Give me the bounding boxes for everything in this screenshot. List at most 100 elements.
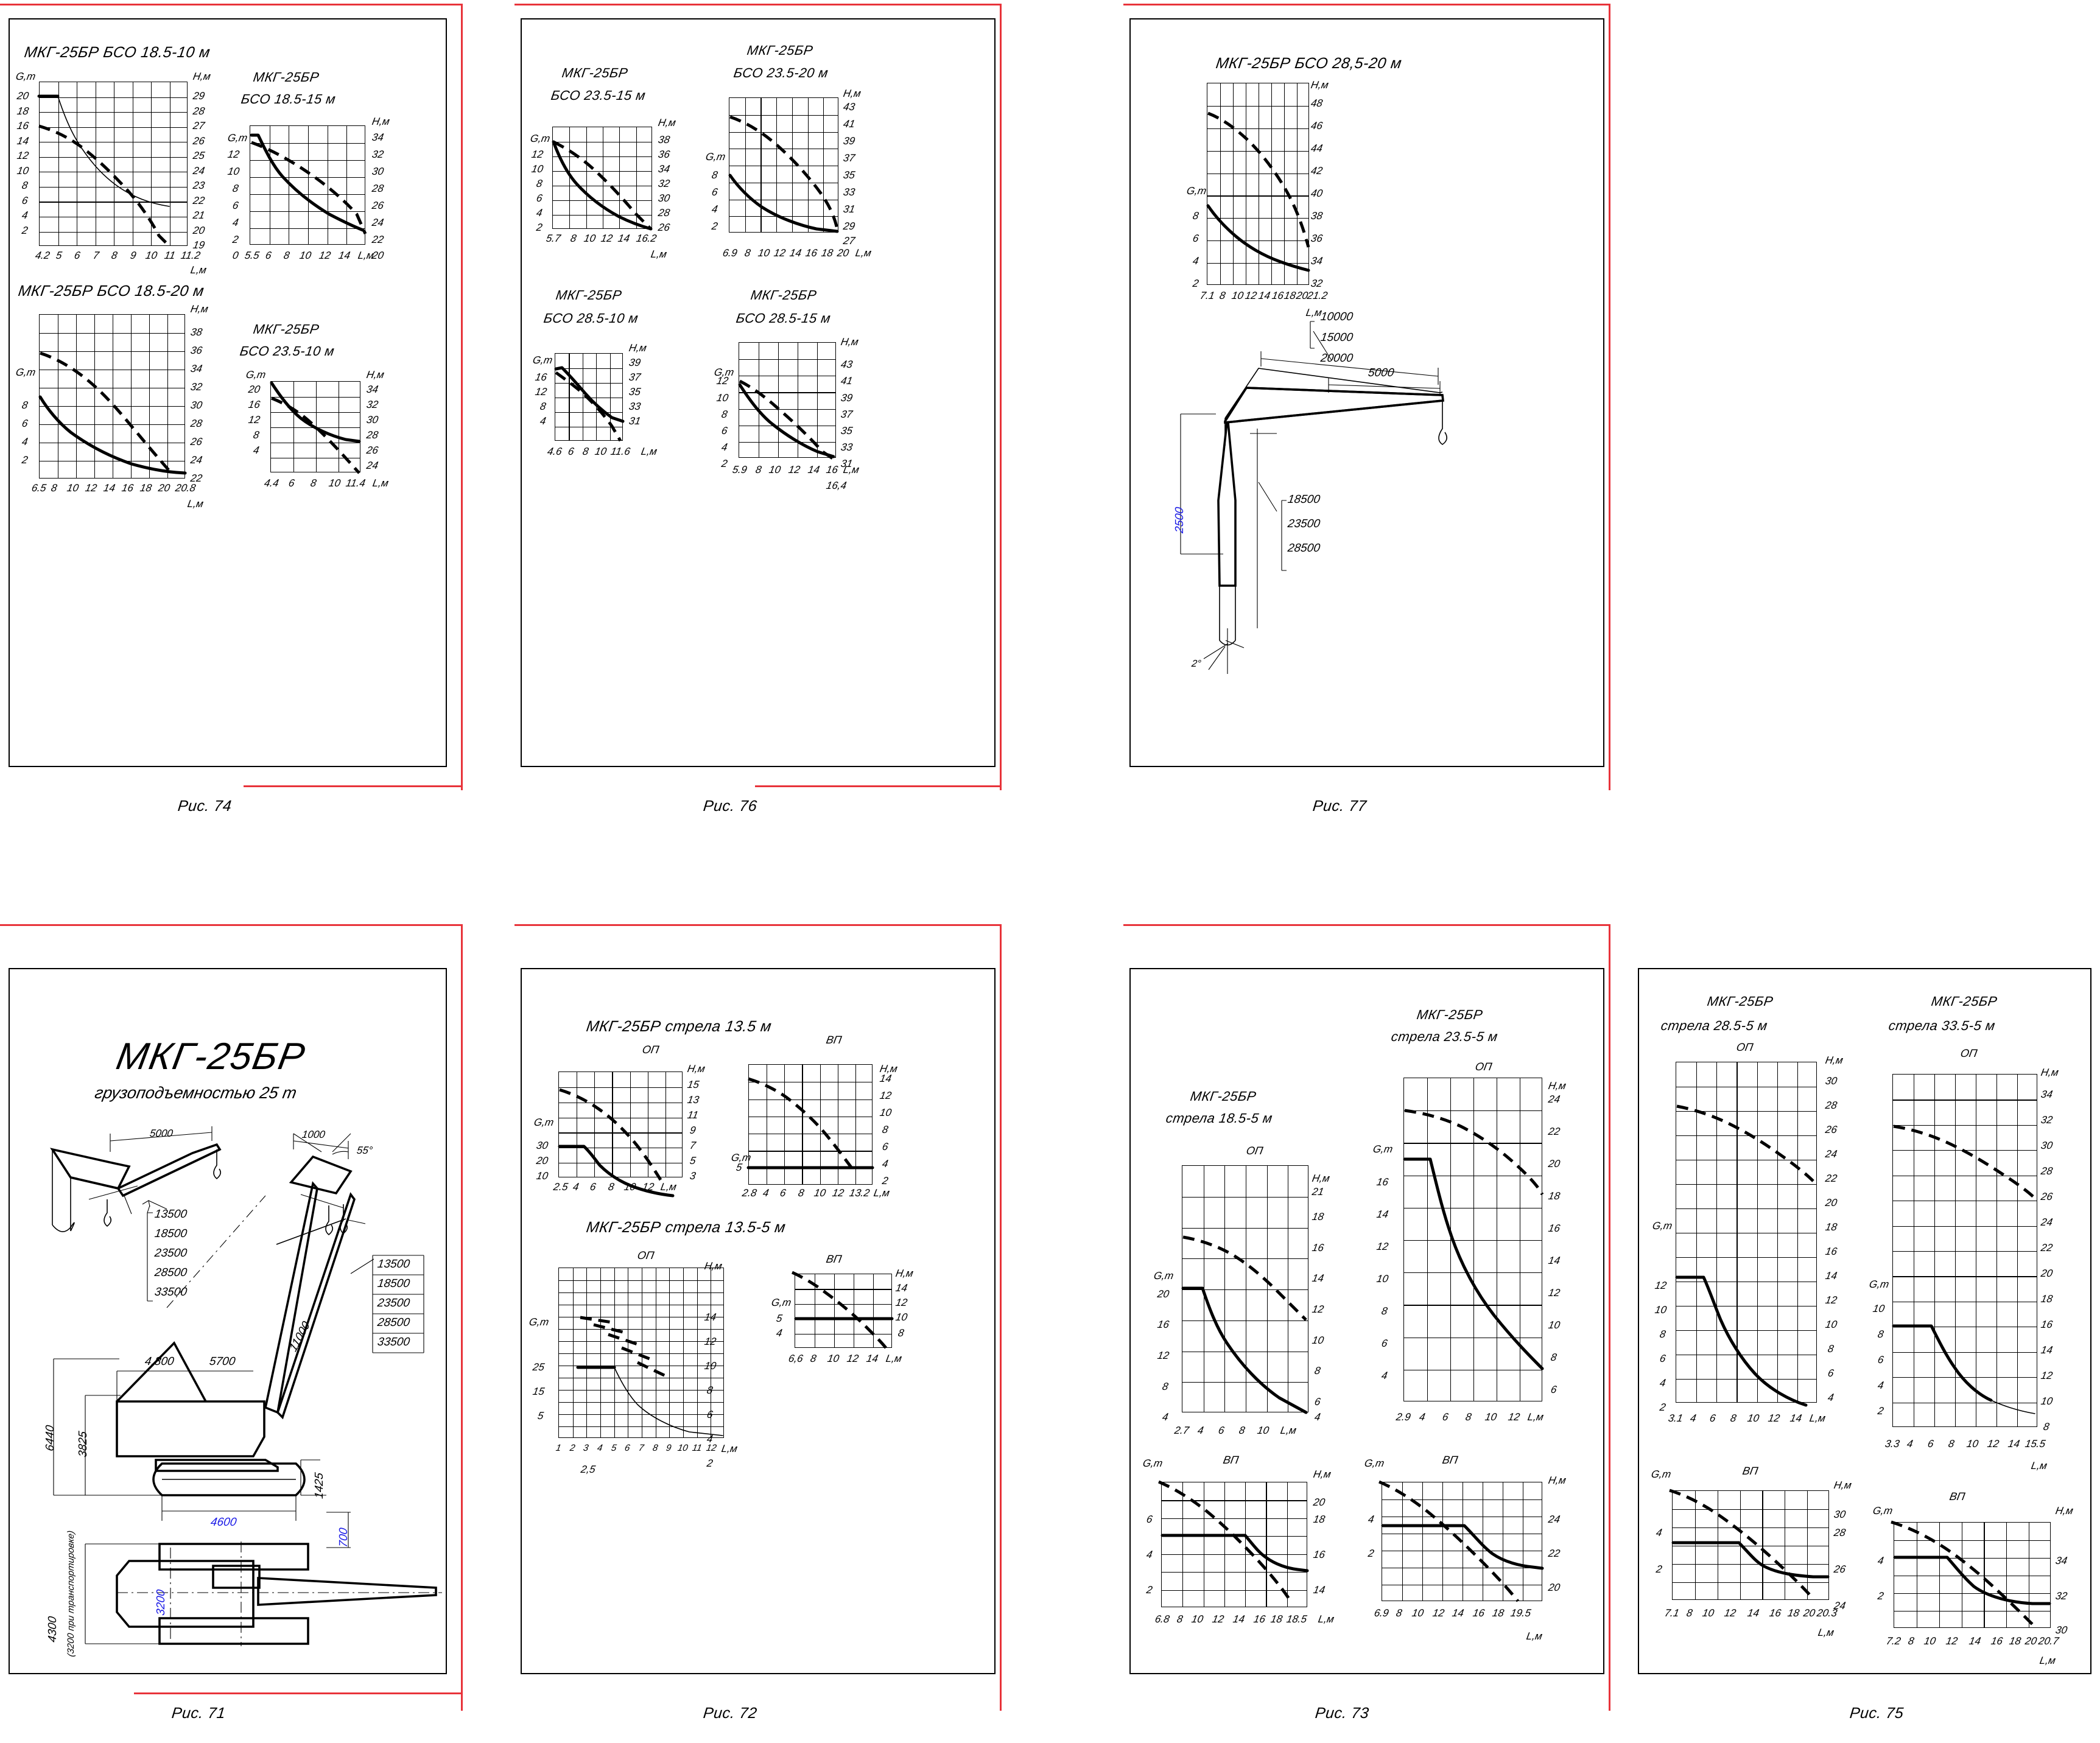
axis-label-L-c21: L,м xyxy=(2039,1655,2057,1666)
curves-c1 xyxy=(37,94,170,247)
xtick-c4: 4.4 xyxy=(263,477,280,489)
dim-3825: 3825 xyxy=(77,1430,90,1458)
xtick-c17: 16 xyxy=(1472,1607,1486,1619)
plot-grid-c9 xyxy=(1207,83,1309,285)
curves-c6 xyxy=(728,115,839,233)
axis-label-L-c17: L,м xyxy=(1525,1630,1543,1642)
ytick2-c8: 39 xyxy=(840,392,854,404)
dim-20000: 20000 xyxy=(1319,352,1354,365)
panel-fig75: МКГ-25БР стрела 28.5-5 м ОП H,м G,т 12 1… xyxy=(1638,968,2091,1674)
ytick2-c21: 32 xyxy=(2054,1590,2068,1602)
dim-28500: 28500 xyxy=(1287,542,1321,555)
ytick2-c13: 14 xyxy=(894,1282,908,1294)
ytick-c4: 16 xyxy=(247,399,261,410)
ytick-c8: 12 xyxy=(715,375,729,387)
xtick-c21: 20 xyxy=(2024,1635,2038,1647)
xtick-c21: 16 xyxy=(1990,1635,2004,1647)
plot-grid-c19 xyxy=(1892,1074,2037,1427)
plot-grid-c18 xyxy=(1676,1062,1817,1403)
curves-c11 xyxy=(746,1077,874,1173)
ytick2-c21: 34 xyxy=(2054,1555,2068,1566)
crane-boom-diagram xyxy=(1180,321,1447,674)
figure-caption-72-label: Рис. 72 xyxy=(702,1705,758,1722)
figure-caption-76-block: Рис. 76 xyxy=(702,798,758,815)
dim-4300: 4300 xyxy=(46,1615,59,1643)
boom-length-28500-left: 28500 xyxy=(153,1266,188,1279)
dim-boom-left-5000: 5000 xyxy=(149,1128,174,1139)
xtick-c8: 12 xyxy=(787,464,801,475)
figure-caption-73-label: Рис. 73 xyxy=(1314,1705,1370,1722)
curves-c13 xyxy=(791,1271,894,1349)
axis-label-L-c13: L,м xyxy=(885,1353,903,1364)
crop-mark-r2-right xyxy=(1123,924,1610,926)
xtick-c21: 18 xyxy=(2008,1635,2022,1647)
dim-4600: 4600 xyxy=(209,1516,237,1529)
boom-length-18500-right: 18500 xyxy=(376,1277,411,1290)
panel-fig77: МКГ-25БР БСО 28,5-20 м H,м G,т 48 46 44 … xyxy=(1129,18,1604,767)
crop-mark-r2-v3 xyxy=(1609,924,1610,1711)
crop-mark-bot-left xyxy=(244,785,463,787)
curves-c20 xyxy=(1669,1489,1830,1600)
boom-length-33500-left: 33500 xyxy=(153,1286,188,1299)
figure-caption-71-label: Рис. 71 xyxy=(170,1705,227,1722)
dim-10000: 10000 xyxy=(1319,310,1354,323)
ytick2-c17: 22 xyxy=(1547,1548,1561,1559)
crop-mark-bot-mid xyxy=(755,785,1002,787)
curves-c3 xyxy=(38,351,187,476)
crop-mark-top-right xyxy=(1123,4,1610,5)
plot-grid-c8 xyxy=(739,342,836,458)
dim-2500: 2500 xyxy=(1173,506,1186,534)
boom-length-28500-right: 28500 xyxy=(376,1316,411,1329)
xtick-c17: 19.5 xyxy=(1509,1607,1532,1619)
crop-mark-r2-v1 xyxy=(461,924,463,1711)
curves-c8 xyxy=(738,379,835,461)
crop-mark-r2-left xyxy=(0,924,463,926)
figure-caption-75-label: Рис. 75 xyxy=(1849,1705,1905,1722)
xtick-extra-c8: 16,4 xyxy=(825,480,848,491)
ytick-c4: 20 xyxy=(247,384,261,395)
curves-c14 xyxy=(1181,1235,1308,1414)
plot-grid-c6 xyxy=(729,97,838,233)
ytick2-c4: 32 xyxy=(365,399,379,410)
curves-c16 xyxy=(1158,1480,1309,1604)
dim-700: 700 xyxy=(337,1527,350,1548)
xtick-c8: 5.9 xyxy=(731,464,748,475)
ytick-c4: 12 xyxy=(247,414,261,426)
crop-mark-top-left xyxy=(0,4,463,5)
curves-c7 xyxy=(554,366,625,442)
crane-general-view xyxy=(50,1126,442,1646)
xtick-c17: 10 xyxy=(1411,1607,1425,1619)
ytick2-c4: 26 xyxy=(365,444,379,456)
ytick2-c8: 41 xyxy=(840,375,854,387)
crop-mark-v2 xyxy=(1000,4,1002,790)
ytick2-c17: 24 xyxy=(1547,1513,1561,1525)
curves-c12 xyxy=(576,1316,723,1436)
boom-length-13500-right: 13500 xyxy=(376,1258,411,1271)
dim-jib-5000: 5000 xyxy=(1367,366,1395,379)
ytick2-c8: 37 xyxy=(840,409,854,420)
panel-fig74: МКГ-25БР БСО 18.5-10 м G,т H,м 20 18 16 … xyxy=(9,18,447,767)
xtick-c13: 10 xyxy=(826,1353,840,1364)
ytick2-c4: 28 xyxy=(365,429,379,441)
curves-c18 xyxy=(1675,1104,1814,1407)
figure-caption-71-block: Рис. 74 xyxy=(177,798,233,815)
figure-caption-77-block: Рис. 77 xyxy=(1312,798,1368,815)
dim-18500: 18500 xyxy=(1287,493,1321,506)
curves-c5 xyxy=(552,140,653,231)
ytick2-c21: 30 xyxy=(2054,1624,2068,1636)
xtick-c21: 10 xyxy=(1923,1635,1937,1647)
xtick-c4: 10 xyxy=(328,477,342,489)
curves-c19 xyxy=(1892,1124,2037,1414)
plot-grid-c17 xyxy=(1382,1482,1542,1601)
boom-length-33500-right: 33500 xyxy=(376,1336,411,1348)
ytick2-c4: 30 xyxy=(365,414,379,426)
dim-5700: 5700 xyxy=(208,1355,236,1368)
xtick-c17: 6.9 xyxy=(1373,1607,1390,1619)
crop-mark-v3 xyxy=(1609,4,1610,790)
xtick-c8: 16 xyxy=(825,464,839,475)
plot-grid-c20 xyxy=(1672,1490,1829,1600)
xtick-c13: 12 xyxy=(846,1353,860,1364)
dim-6440: 6440 xyxy=(44,1424,57,1452)
curves-c15 xyxy=(1403,1109,1544,1370)
xtick-c17: 14 xyxy=(1451,1607,1465,1619)
